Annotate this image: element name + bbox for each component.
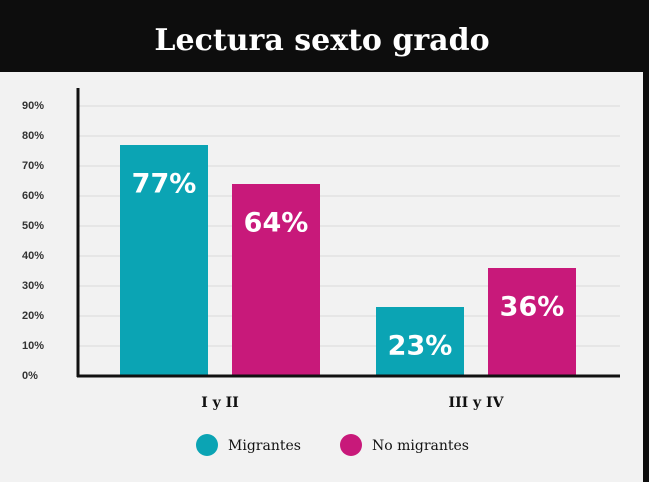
y-tick-label: 60% bbox=[22, 190, 44, 202]
y-tick-label: 90% bbox=[22, 100, 44, 112]
legend-label: Migrantes bbox=[228, 438, 301, 454]
y-tick-label: 40% bbox=[22, 250, 44, 262]
y-tick-label: 80% bbox=[22, 130, 44, 142]
y-tick-label: 20% bbox=[22, 310, 44, 322]
y-tick-label: 30% bbox=[22, 280, 44, 292]
bar bbox=[120, 145, 208, 376]
chart-title: Lectura sexto grado bbox=[154, 23, 489, 58]
value-label: 77% bbox=[132, 169, 197, 200]
value-label: 23% bbox=[388, 331, 453, 362]
y-tick-label: 70% bbox=[22, 160, 44, 172]
y-tick-label: 50% bbox=[22, 220, 44, 232]
bar bbox=[232, 184, 320, 376]
y-tick-label: 0% bbox=[22, 370, 38, 382]
header bbox=[0, 0, 649, 72]
y-tick-label: 10% bbox=[22, 340, 44, 352]
value-label: 64% bbox=[244, 208, 309, 239]
legend-label: No migrantes bbox=[372, 438, 469, 454]
bar bbox=[376, 307, 464, 376]
right-border bbox=[643, 0, 649, 482]
x-tick-label: I y II bbox=[201, 395, 239, 411]
value-label: 36% bbox=[500, 292, 565, 323]
x-tick-label: III y IV bbox=[449, 395, 505, 411]
legend-swatch bbox=[196, 434, 218, 456]
bar bbox=[488, 268, 576, 376]
legend-swatch bbox=[340, 434, 362, 456]
